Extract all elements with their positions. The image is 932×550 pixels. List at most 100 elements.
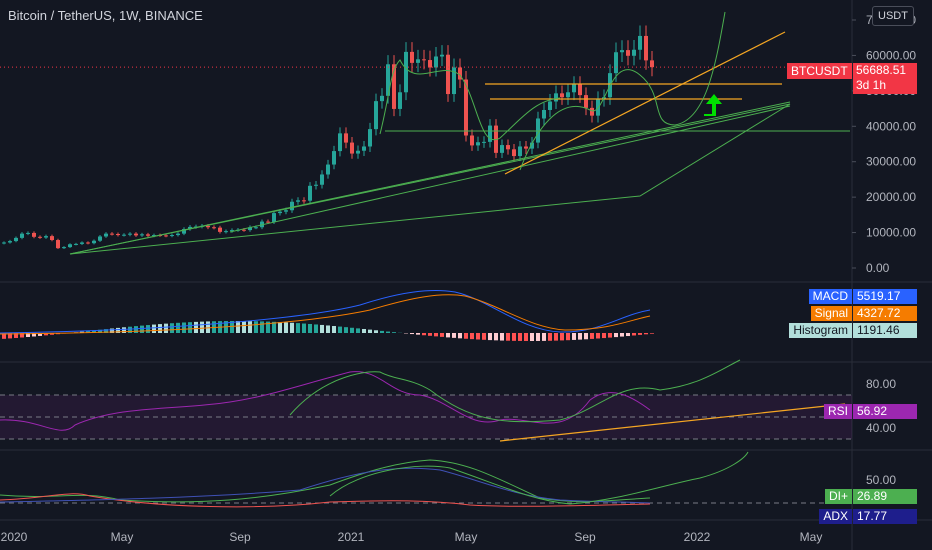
macd-histogram-bar bbox=[632, 333, 636, 336]
candle-body bbox=[590, 107, 594, 116]
macd-histogram-bar bbox=[428, 333, 432, 336]
candle-body bbox=[224, 231, 228, 233]
candle-body bbox=[518, 146, 522, 157]
candle-body bbox=[50, 236, 54, 241]
macd-histogram-bar bbox=[380, 330, 384, 333]
di-plus-legend-label: DI+ bbox=[824, 489, 852, 504]
macd-histogram-bar bbox=[206, 321, 210, 333]
macd-histogram-bar bbox=[494, 333, 498, 341]
candle-body bbox=[32, 232, 36, 237]
macd-histogram-bar bbox=[452, 333, 456, 338]
candle-body bbox=[584, 95, 588, 108]
candle-body bbox=[344, 133, 348, 143]
signal-line bbox=[0, 294, 651, 335]
candle-body bbox=[44, 236, 48, 238]
y-tick-label: 10000.00 bbox=[866, 226, 916, 240]
macd-histogram-bar bbox=[44, 333, 48, 336]
quote-currency-button[interactable]: USDT bbox=[872, 6, 914, 26]
candle-body bbox=[458, 67, 462, 80]
candle-body bbox=[218, 227, 222, 232]
adx-line bbox=[0, 467, 651, 504]
macd-histogram-bar bbox=[434, 333, 438, 337]
candle-body bbox=[56, 240, 60, 249]
candle-body bbox=[464, 79, 468, 136]
candle-body bbox=[302, 200, 306, 202]
macd-histogram-bar bbox=[200, 321, 204, 333]
adx-legend-label: ADX bbox=[819, 509, 852, 524]
macd-histogram-bar bbox=[260, 321, 264, 333]
candle-body bbox=[146, 234, 150, 236]
candle-body bbox=[446, 54, 450, 95]
candle-body bbox=[104, 233, 108, 237]
candle-body bbox=[92, 240, 96, 244]
signal-legend-label: Signal bbox=[810, 306, 852, 321]
candle-body bbox=[254, 227, 258, 229]
macd-histogram-bar bbox=[80, 331, 84, 333]
candle-body bbox=[434, 56, 438, 68]
candle-body bbox=[626, 50, 630, 56]
candle-body bbox=[62, 247, 66, 249]
candle-body bbox=[572, 84, 576, 93]
x-tick-label: May bbox=[111, 530, 134, 544]
macd-histogram-bar bbox=[530, 333, 534, 341]
candle-body bbox=[320, 174, 324, 185]
macd-histogram-bar bbox=[170, 323, 174, 333]
candle-body bbox=[548, 101, 552, 110]
candle-body bbox=[638, 35, 642, 50]
macd-histogram-bar bbox=[242, 321, 246, 333]
macd-legend-label: MACD bbox=[808, 289, 852, 304]
candle-body bbox=[614, 52, 618, 74]
macd-histogram-bar bbox=[548, 333, 552, 341]
candle-body bbox=[20, 233, 24, 238]
x-tick-label: 2020 bbox=[1, 530, 28, 544]
candle-body bbox=[404, 51, 408, 93]
candle-body bbox=[482, 141, 486, 143]
macd-histogram-bar bbox=[524, 333, 528, 341]
x-tick-label: 2021 bbox=[338, 530, 365, 544]
candle-body bbox=[182, 229, 186, 234]
candle-body bbox=[506, 145, 510, 150]
candle-body bbox=[650, 60, 654, 68]
x-tick-label: 2022 bbox=[684, 530, 711, 544]
candle-body bbox=[470, 135, 474, 146]
candle-body bbox=[350, 142, 354, 154]
macd-histogram-bar bbox=[578, 333, 582, 340]
macd-histogram-bar bbox=[572, 333, 576, 340]
candle-body bbox=[386, 64, 390, 96]
y-tick-label: 20000.00 bbox=[866, 190, 916, 204]
macd-histogram-bar bbox=[512, 333, 516, 341]
dmi-projection-curve bbox=[329, 451, 749, 505]
candle-body bbox=[248, 227, 252, 231]
candle-body bbox=[26, 232, 30, 234]
candle-body bbox=[338, 133, 342, 152]
macd-histogram-bar bbox=[638, 333, 642, 335]
x-axis: 2020 May Sep 2021 May Sep 2022 May bbox=[1, 530, 823, 544]
trend-line bbox=[69, 103, 791, 255]
macd-histogram-bar bbox=[560, 333, 564, 341]
candle-body bbox=[566, 92, 570, 98]
candle-body bbox=[242, 229, 246, 231]
macd-histogram-bar bbox=[26, 333, 30, 338]
macd-histogram-bar bbox=[116, 327, 120, 333]
candle-body bbox=[452, 67, 456, 95]
macd-histogram-bar bbox=[146, 325, 150, 333]
symbol-price-label: BTCUSDT bbox=[787, 63, 852, 79]
candle-body bbox=[422, 59, 426, 61]
y-tick-label: 60000.00 bbox=[866, 48, 916, 62]
candle-body bbox=[152, 235, 156, 237]
candle-body bbox=[278, 211, 282, 214]
macd-histogram-bar bbox=[308, 323, 312, 333]
candle-body bbox=[578, 84, 582, 96]
bar-countdown: 3d 1h bbox=[856, 78, 887, 92]
chart-title: Bitcoin / TetherUS, 1W, BINANCE bbox=[8, 8, 203, 23]
trend-line bbox=[69, 103, 791, 255]
macd-histogram-bar bbox=[164, 323, 168, 333]
candle-body bbox=[110, 233, 114, 235]
macd-histogram-bar bbox=[8, 333, 12, 339]
macd-histogram-bar bbox=[650, 333, 654, 334]
macd-histogram-bar bbox=[506, 333, 510, 341]
macd-histogram-bar bbox=[278, 322, 282, 333]
candle-body bbox=[80, 242, 84, 244]
macd-histogram-bar bbox=[596, 333, 600, 339]
